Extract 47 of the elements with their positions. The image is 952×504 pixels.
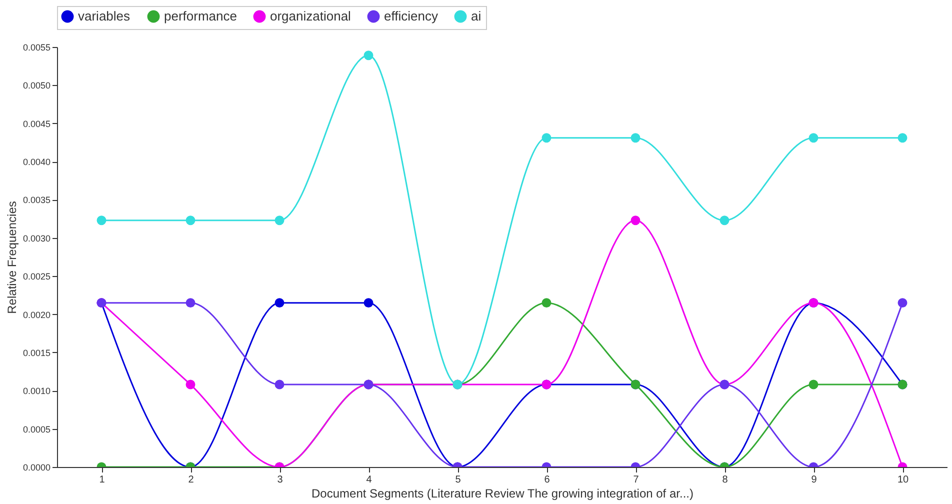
point (808, 133, 818, 143)
x-tick-label: 9 (811, 474, 818, 486)
point (186, 380, 196, 390)
point (542, 298, 552, 308)
point (186, 298, 196, 308)
x-tick-label: 2 (188, 474, 194, 486)
y-tick-label: 0.0000 (22, 462, 50, 472)
legend-label: organizational (270, 8, 352, 24)
point (720, 216, 730, 226)
point (274, 216, 284, 226)
point (364, 50, 374, 60)
y-tick-label: 0.0025 (22, 272, 50, 282)
y-tick-label: 0.0035 (22, 195, 50, 206)
y-tick-label: 0.0020 (22, 310, 50, 320)
x-tick-label: 8 (722, 474, 728, 486)
y-tick-label: 0.0055 (22, 42, 50, 52)
point (542, 133, 552, 143)
x-tick-label: 3 (277, 474, 284, 486)
x-tick-label: 7 (633, 474, 640, 486)
y-tick-label: 0.0010 (22, 386, 50, 396)
y-tick-label: 0.0045 (22, 118, 50, 129)
point (186, 216, 196, 226)
legend-label: performance (164, 8, 237, 24)
point (96, 216, 106, 226)
point (808, 380, 818, 390)
y-axis-title: Relative Frequencies (4, 201, 19, 314)
x-tick-label: 1 (99, 474, 106, 486)
point (898, 298, 908, 308)
y-tick-label: 0.0015 (22, 348, 50, 358)
point (898, 133, 908, 143)
point (274, 380, 284, 390)
x-tick-label: 10 (897, 474, 909, 486)
legend-label: variables (78, 8, 131, 24)
point (274, 298, 284, 308)
y-tick-label: 0.0030 (22, 233, 50, 244)
x-tick-label: 4 (366, 474, 372, 486)
point (630, 216, 640, 226)
x-tick-label: 5 (455, 474, 462, 486)
point (364, 298, 374, 308)
legend-label: efficiency (384, 8, 438, 24)
x-tick-label: 6 (544, 474, 550, 486)
x-axis-title: Document Segments (Literature Review The growing integration of ar...) (312, 486, 694, 500)
y-tick-label: 0.0005 (22, 424, 50, 434)
legend-label: ai (471, 8, 482, 24)
y-tick-label: 0.0040 (22, 157, 50, 168)
point (630, 133, 640, 143)
y-tick-label: 0.0050 (22, 80, 50, 91)
